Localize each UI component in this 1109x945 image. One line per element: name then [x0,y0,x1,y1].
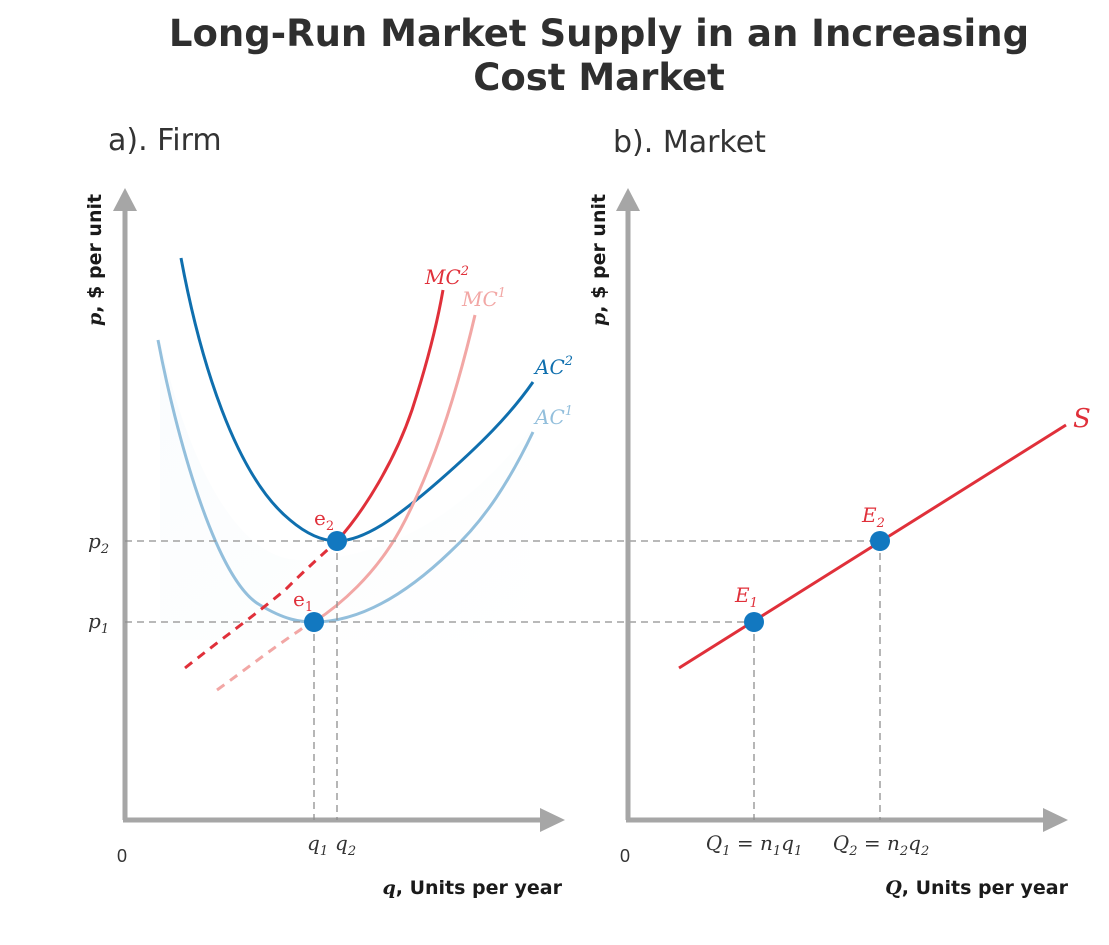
point-e2-label: e2 [314,506,334,534]
firm-origin-label: 0 [117,846,127,866]
market-origin-label: 0 [620,846,630,866]
mc1-curve [313,314,477,624]
quantity-tick-q2: q2 [335,831,356,859]
point-E1-label: E1 [734,583,758,611]
point-E2-label: E2 [861,503,885,531]
firm-x-axis-label: q, Units per year [382,877,562,899]
firm-y-axis-arrow [113,188,137,211]
point-e2 [327,531,347,551]
market-x-axis-arrow [1043,808,1068,832]
price-tick-p2: p2 [88,529,109,557]
panel-market: b). Market p, $ per unit Q, Units per ye… [588,125,1091,899]
point-E1 [744,612,764,632]
panel-market-title: b). Market [613,125,766,160]
panel-firm-title: a). Firm [108,123,222,158]
firm-y-axis-label: p, $ per unit [84,194,106,326]
market-x-axis-label: Q, Units per year [885,877,1068,899]
mc2-label: MC2 [424,264,469,289]
ac1-label: AC1 [533,404,573,429]
point-e1 [304,612,324,632]
mc1-label: MC1 [461,286,506,311]
supply-label: S [1073,404,1091,434]
shaded-region [160,340,530,640]
quantity-tick-Q1: Q1 = n1q1 [706,831,802,859]
ac2-label: AC2 [533,354,573,379]
price-tick-p1: p1 [88,609,109,637]
diagram-title-line1: Long-Run Market Supply in an Increasing [169,12,1029,55]
market-y-axis-label: p, $ per unit [588,194,610,326]
diagram-title-line2: Cost Market [473,56,725,99]
mc2-curve-dashed [184,539,339,670]
firm-x-axis-arrow [540,808,565,832]
market-y-axis-arrow [616,188,640,211]
quantity-tick-q1: q1 [307,831,328,859]
panel-firm: a). Firm p, $ per unit q, Units per year… [84,123,880,899]
mc2-curve [335,289,445,543]
quantity-tick-Q2: Q2 = n2q2 [833,831,929,859]
point-E2 [870,531,890,551]
